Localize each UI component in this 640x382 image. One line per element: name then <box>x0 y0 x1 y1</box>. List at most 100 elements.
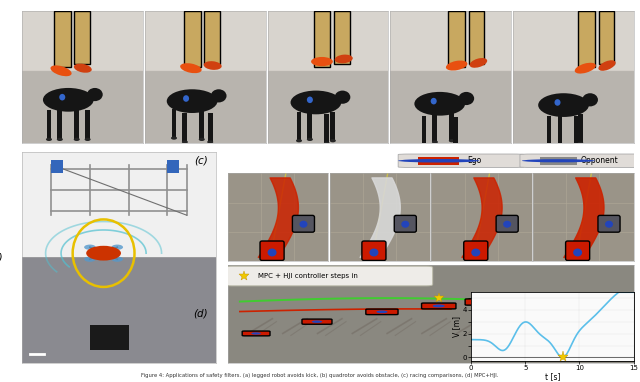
Bar <box>390 71 511 143</box>
Bar <box>513 11 634 71</box>
FancyBboxPatch shape <box>598 215 620 232</box>
Bar <box>422 116 426 145</box>
Text: Active uncertainty reduction
Shielding-aware: Active uncertainty reduction Shielding-a… <box>536 265 632 276</box>
Ellipse shape <box>87 88 103 101</box>
Ellipse shape <box>557 143 563 146</box>
FancyBboxPatch shape <box>260 241 284 261</box>
Circle shape <box>312 320 322 323</box>
Circle shape <box>307 97 313 103</box>
Text: (d): (d) <box>193 309 207 319</box>
FancyBboxPatch shape <box>464 241 488 261</box>
Ellipse shape <box>171 136 177 140</box>
Text: (c): (c) <box>194 156 207 166</box>
Circle shape <box>471 249 480 256</box>
Bar <box>575 116 579 145</box>
Ellipse shape <box>577 142 584 145</box>
Bar <box>182 113 188 142</box>
FancyBboxPatch shape <box>578 11 595 67</box>
Ellipse shape <box>446 60 467 71</box>
Bar <box>453 117 458 146</box>
Circle shape <box>513 298 527 302</box>
FancyBboxPatch shape <box>448 11 465 67</box>
FancyBboxPatch shape <box>74 11 90 64</box>
Ellipse shape <box>199 138 205 141</box>
Ellipse shape <box>538 93 589 117</box>
Bar <box>540 157 577 165</box>
Ellipse shape <box>452 144 458 147</box>
Text: (b): (b) <box>0 253 3 262</box>
Bar <box>547 116 552 145</box>
X-axis label: t [s]: t [s] <box>545 372 560 382</box>
Ellipse shape <box>207 140 213 144</box>
Ellipse shape <box>57 138 63 141</box>
Bar <box>85 110 90 139</box>
Ellipse shape <box>311 57 333 66</box>
Circle shape <box>522 159 595 162</box>
FancyBboxPatch shape <box>54 11 70 67</box>
Ellipse shape <box>84 244 96 250</box>
Ellipse shape <box>46 138 52 141</box>
Circle shape <box>401 221 410 228</box>
FancyBboxPatch shape <box>520 154 640 167</box>
Bar <box>557 116 563 145</box>
Text: (a): (a) <box>0 73 1 83</box>
Ellipse shape <box>449 139 455 142</box>
FancyBboxPatch shape <box>566 241 589 261</box>
Ellipse shape <box>324 142 330 145</box>
FancyBboxPatch shape <box>334 11 349 64</box>
Ellipse shape <box>307 138 313 141</box>
Ellipse shape <box>74 138 80 141</box>
Bar <box>145 11 266 71</box>
Bar <box>168 160 179 173</box>
Ellipse shape <box>335 91 350 104</box>
Text: Ego: Ego <box>467 156 481 165</box>
Ellipse shape <box>111 256 123 262</box>
Text: Unshielded: Unshielded <box>261 265 294 270</box>
Ellipse shape <box>582 93 598 107</box>
Circle shape <box>398 159 479 162</box>
Y-axis label: V [m]: V [m] <box>452 316 461 337</box>
Ellipse shape <box>470 58 487 68</box>
Text: Passive learning
Shielding-aware: Passive learning Shielding-aware <box>356 265 404 276</box>
Ellipse shape <box>432 140 438 144</box>
Bar <box>513 71 634 143</box>
FancyBboxPatch shape <box>394 215 417 232</box>
Circle shape <box>503 221 511 228</box>
Bar <box>296 112 301 141</box>
FancyBboxPatch shape <box>422 303 456 309</box>
Ellipse shape <box>414 92 465 116</box>
Circle shape <box>300 221 307 228</box>
FancyBboxPatch shape <box>204 11 220 64</box>
FancyBboxPatch shape <box>292 215 314 232</box>
FancyBboxPatch shape <box>496 215 518 232</box>
Ellipse shape <box>458 92 474 105</box>
Ellipse shape <box>598 60 616 71</box>
Ellipse shape <box>167 89 218 113</box>
Bar <box>268 71 388 143</box>
Ellipse shape <box>86 246 121 261</box>
Ellipse shape <box>335 55 353 63</box>
Bar <box>199 110 204 139</box>
Ellipse shape <box>575 63 596 74</box>
Bar <box>22 11 143 71</box>
Circle shape <box>477 301 490 304</box>
Ellipse shape <box>111 244 123 250</box>
Circle shape <box>376 311 388 313</box>
Bar <box>307 110 312 139</box>
FancyBboxPatch shape <box>184 11 200 67</box>
Ellipse shape <box>330 139 336 142</box>
Bar <box>51 160 63 173</box>
Bar <box>58 110 62 139</box>
FancyBboxPatch shape <box>362 241 386 261</box>
Ellipse shape <box>84 138 91 141</box>
Text: MPC + HJI controller steps in: MPC + HJI controller steps in <box>258 273 358 279</box>
Bar <box>578 114 583 143</box>
FancyBboxPatch shape <box>314 11 330 67</box>
Circle shape <box>369 249 378 256</box>
Bar <box>22 257 216 363</box>
Circle shape <box>183 95 189 102</box>
Ellipse shape <box>84 256 96 262</box>
Bar <box>172 109 177 138</box>
Bar <box>90 325 129 350</box>
Bar <box>324 114 329 143</box>
